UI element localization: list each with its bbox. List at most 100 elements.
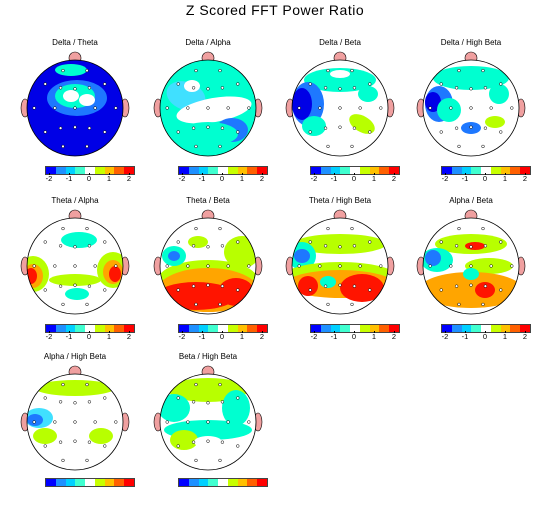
head-outline — [26, 59, 124, 157]
topomap-panel: Beta / High Beta — [146, 352, 270, 512]
color-scale-swatch — [124, 325, 135, 332]
electrode-dot — [43, 130, 47, 134]
electrode-dot — [165, 264, 169, 268]
scale-tick-mark — [394, 331, 395, 333]
scale-tick-label: -2 — [310, 332, 318, 341]
head-topography — [416, 209, 526, 315]
color-scale-swatch — [340, 167, 351, 174]
electrode-dot — [483, 284, 488, 288]
scale-tick-label: -2 — [178, 332, 186, 341]
electrode-dot — [247, 264, 251, 268]
color-scale-swatch — [500, 167, 511, 174]
scale-tick-mark — [334, 173, 335, 175]
electrode-dot — [308, 82, 312, 86]
electrode-dot — [218, 382, 222, 387]
zscore-region — [49, 274, 101, 286]
electrode-dot — [510, 264, 514, 268]
electrode-dot — [103, 396, 107, 400]
zscore-region — [298, 276, 318, 296]
electrode-dot — [220, 284, 225, 288]
head-outline — [291, 217, 389, 315]
electrode-dot — [43, 396, 47, 400]
scale-tick-label: 1 — [239, 174, 245, 183]
head-topography — [20, 209, 130, 315]
electrode-dot — [87, 440, 92, 444]
color-scale-swatch — [94, 325, 105, 332]
scale-tick-label: 1 — [106, 174, 112, 183]
color-scale-swatch — [104, 325, 115, 332]
scale-tick-label: -1 — [330, 332, 338, 341]
zscore-region — [294, 249, 310, 263]
color-scale-swatch — [257, 325, 268, 332]
electrode-dot — [483, 126, 488, 130]
scale-tick-label: 1 — [502, 332, 508, 341]
electrode-dot — [206, 401, 210, 405]
topomap-title: Delta / Theta — [52, 38, 98, 47]
electrode-dot — [218, 226, 222, 231]
electrode-dot — [32, 106, 36, 110]
zscore-region — [358, 86, 378, 102]
electrode-dot — [247, 106, 251, 110]
color-scale-swatch — [237, 167, 248, 174]
zscore-region — [188, 236, 208, 248]
color-scale-swatch — [55, 325, 66, 332]
color-scale-swatch — [237, 479, 248, 486]
scale-tick-label: -1 — [198, 332, 206, 341]
color-scale-swatch — [461, 167, 472, 174]
head-outline — [159, 373, 257, 471]
scale-tick-mark — [445, 173, 446, 175]
power-ratio-field — [423, 60, 519, 156]
electrode-dot — [323, 86, 328, 90]
electrode-dot — [93, 106, 97, 110]
scale-tick-mark — [129, 331, 130, 333]
color-scale-swatch — [247, 325, 258, 332]
color-scale-swatch — [179, 325, 189, 332]
electrode-dot — [43, 288, 47, 292]
electrode-dot — [338, 87, 342, 91]
electrode-dot — [220, 244, 225, 248]
electrode-dot — [469, 264, 473, 268]
color-scale-swatch — [55, 167, 66, 174]
zscore-region — [425, 250, 441, 266]
color-scale-swatch — [104, 167, 115, 174]
head-topography — [153, 365, 263, 471]
color-scale-swatch — [311, 167, 321, 174]
electrode-dot — [186, 420, 190, 424]
electrode-dot — [103, 82, 107, 86]
scale-tick-mark — [485, 173, 486, 175]
color-scale-swatch — [451, 167, 462, 174]
electrode-dot — [318, 106, 322, 110]
scale-tick-mark — [262, 331, 263, 333]
color-scale-legend: -2 -1 0 1 2 — [441, 166, 531, 186]
color-scale-legend — [45, 478, 135, 498]
electrode-dot — [481, 302, 485, 307]
color-scale-legend: -2 -1 0 1 2 — [441, 324, 531, 344]
scale-tick-label: -2 — [178, 174, 186, 183]
scale-tick-mark — [314, 331, 315, 333]
electrode-dot — [439, 130, 443, 134]
topomap-panel: Theta / Beta -2 -1 0 1 2 — [146, 196, 270, 356]
scale-tick-label: 2 — [522, 174, 528, 183]
electrode-dot — [206, 106, 210, 110]
electrode-dot — [499, 82, 503, 86]
head-topography — [20, 51, 130, 157]
scale-tick-label: 2 — [126, 174, 132, 183]
electrode-dot — [326, 144, 330, 149]
electrode-dot — [73, 439, 77, 443]
color-scale-swatch — [46, 167, 56, 174]
color-scale-swatch — [311, 325, 321, 332]
head-outline — [159, 59, 257, 157]
electrode-dot — [469, 245, 473, 249]
color-scale-bar — [45, 478, 135, 487]
color-scale-legend: -2 -1 0 1 2 — [310, 324, 400, 344]
scale-tick-label: 2 — [126, 332, 132, 341]
color-scale-swatch — [85, 479, 95, 486]
scale-tick-mark — [89, 173, 90, 175]
topomap-panel: Alpha / High Beta — [13, 352, 137, 512]
electrode-dot — [323, 126, 328, 130]
electrode-dot — [469, 283, 473, 287]
electrode-dot — [191, 244, 196, 248]
scale-tick-mark — [334, 331, 335, 333]
electrode-dot — [176, 444, 180, 448]
electrode-dot — [350, 144, 354, 149]
